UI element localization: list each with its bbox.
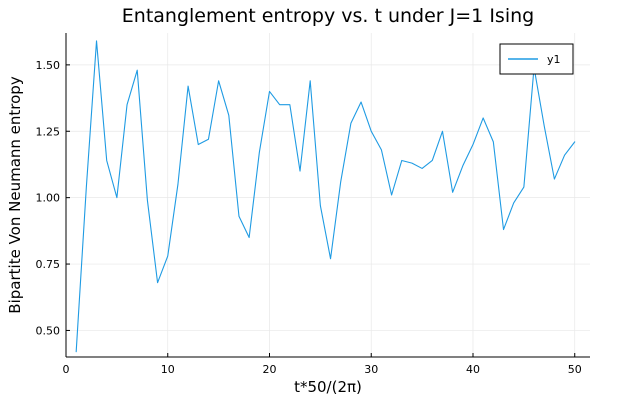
y-axis-label: Bipartite Von Neumann entropy [6, 76, 24, 314]
x-tick-label: 20 [262, 363, 276, 376]
x-tick-label: 50 [568, 363, 582, 376]
axes-layer [65, 33, 590, 358]
series-layer [75, 40, 576, 353]
y-tick-label: 0.75 [36, 258, 61, 271]
y-tick-label: 1.50 [36, 59, 61, 72]
chart-title: Entanglement entropy vs. t under J=1 Isi… [122, 5, 534, 27]
y-tick-label: 1.25 [36, 125, 61, 138]
ticks-layer: 0 10 20 30 40 50 0.50 0.75 1.00 1.25 1.50 [36, 59, 582, 376]
y-tick-label: 1.00 [36, 192, 61, 205]
x-tick-label: 10 [161, 363, 175, 376]
x-tick-label: 30 [364, 363, 378, 376]
x-tick-label: 40 [466, 363, 480, 376]
grid-layer [65, 33, 590, 357]
x-tick-label: 0 [63, 363, 70, 376]
x-axis-label: t*50/(2π) [294, 378, 362, 396]
y-tick-label: 0.50 [36, 324, 61, 337]
legend-label: y1 [547, 53, 561, 66]
legend: y1 [499, 43, 574, 75]
series-line-y1 [75, 40, 576, 353]
